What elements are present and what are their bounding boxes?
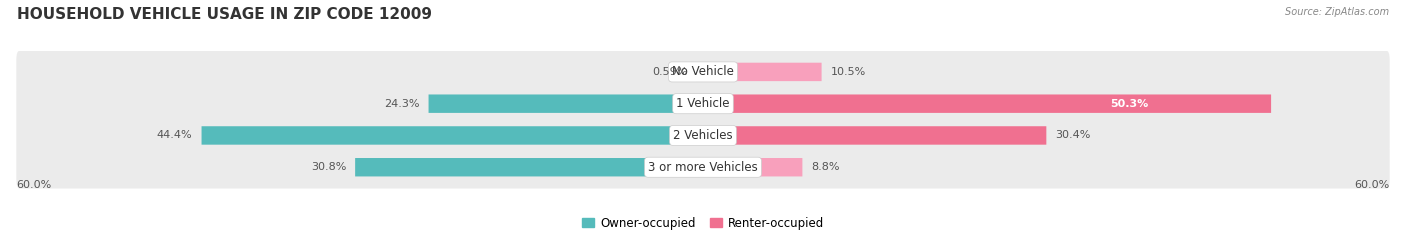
- FancyBboxPatch shape: [356, 158, 703, 176]
- Text: 60.0%: 60.0%: [1354, 180, 1389, 190]
- Text: 0.59%: 0.59%: [652, 67, 688, 77]
- FancyBboxPatch shape: [703, 158, 803, 176]
- FancyBboxPatch shape: [17, 82, 1389, 125]
- Text: HOUSEHOLD VEHICLE USAGE IN ZIP CODE 12009: HOUSEHOLD VEHICLE USAGE IN ZIP CODE 1200…: [17, 7, 432, 22]
- FancyBboxPatch shape: [703, 126, 1046, 145]
- Text: 3 or more Vehicles: 3 or more Vehicles: [648, 161, 758, 174]
- Text: 30.8%: 30.8%: [311, 162, 346, 172]
- FancyBboxPatch shape: [17, 51, 1389, 93]
- Text: 24.3%: 24.3%: [384, 99, 419, 109]
- FancyBboxPatch shape: [703, 63, 821, 81]
- Text: 30.4%: 30.4%: [1056, 130, 1091, 140]
- FancyBboxPatch shape: [703, 94, 1271, 113]
- Text: 1 Vehicle: 1 Vehicle: [676, 97, 730, 110]
- FancyBboxPatch shape: [696, 63, 703, 81]
- Text: 50.3%: 50.3%: [1109, 99, 1149, 109]
- Text: Source: ZipAtlas.com: Source: ZipAtlas.com: [1285, 7, 1389, 17]
- Text: 44.4%: 44.4%: [157, 130, 193, 140]
- Text: 8.8%: 8.8%: [811, 162, 839, 172]
- FancyBboxPatch shape: [201, 126, 703, 145]
- FancyBboxPatch shape: [17, 146, 1389, 188]
- FancyBboxPatch shape: [429, 94, 703, 113]
- Legend: Owner-occupied, Renter-occupied: Owner-occupied, Renter-occupied: [582, 217, 824, 230]
- Text: 2 Vehicles: 2 Vehicles: [673, 129, 733, 142]
- FancyBboxPatch shape: [17, 114, 1389, 157]
- Text: No Vehicle: No Vehicle: [672, 65, 734, 79]
- Text: 60.0%: 60.0%: [17, 180, 52, 190]
- Text: 10.5%: 10.5%: [831, 67, 866, 77]
